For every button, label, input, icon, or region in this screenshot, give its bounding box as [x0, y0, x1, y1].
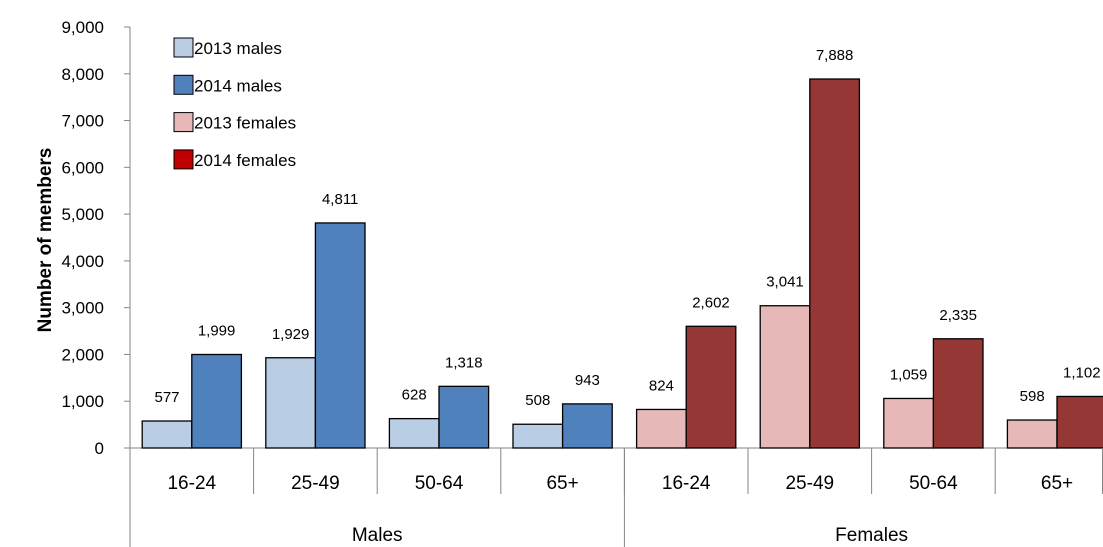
data-label: 508	[525, 392, 550, 409]
category-label: 50-64	[909, 473, 958, 494]
bar	[685, 325, 737, 449]
category-label: 65+	[546, 473, 578, 494]
y-tick-label: 9,000	[61, 18, 104, 37]
legend-label: 2014 females	[194, 151, 296, 170]
data-label: 1,102	[1063, 364, 1101, 381]
bar	[809, 78, 861, 449]
category-label: 50-64	[415, 473, 464, 494]
plot-area: 0 1,000 2,000 3,000 4,000 5,000 6,000 7,000 8,00…	[61, 18, 1103, 547]
bar	[1006, 419, 1058, 449]
bar	[314, 222, 366, 449]
legend-label: 2013 females	[194, 114, 296, 133]
data-label: 628	[402, 387, 427, 404]
bar	[932, 338, 984, 449]
data-label: 1,929	[272, 326, 310, 343]
category-label: 16-24	[662, 473, 711, 494]
data-label: 824	[649, 377, 674, 394]
y-tick-label: 0	[95, 439, 104, 458]
data-label: 7,888	[816, 47, 854, 64]
y-axis-label: Number of members	[35, 148, 56, 333]
data-label: 3,041	[766, 274, 804, 291]
data-label: 598	[1020, 388, 1045, 405]
legend-swatch	[173, 112, 194, 133]
bar	[141, 420, 193, 449]
category-label: 16-24	[167, 473, 216, 494]
data-label: 577	[154, 389, 179, 406]
bar	[635, 408, 687, 449]
bar	[191, 353, 243, 449]
group-label: Females	[835, 525, 908, 546]
bar	[561, 403, 613, 449]
data-label: 2,335	[939, 307, 977, 324]
y-tick-label: 6,000	[61, 158, 104, 177]
legend-label: 2014 males	[194, 76, 282, 95]
y-tick-label: 3,000	[61, 299, 104, 318]
category-label: 25-49	[291, 473, 340, 494]
legend-label: 2013 males	[194, 39, 282, 58]
category-label: 65+	[1041, 473, 1073, 494]
bar	[438, 385, 490, 449]
data-label: 1,999	[198, 322, 236, 339]
bar	[759, 305, 811, 449]
category-label: 25-49	[785, 473, 834, 494]
legend-swatch	[173, 74, 194, 95]
bar	[1056, 395, 1103, 449]
bar	[512, 423, 564, 449]
y-tick-label: 1,000	[61, 392, 104, 411]
legend-swatch	[173, 37, 194, 58]
y-tick-label: 8,000	[61, 65, 104, 84]
bar	[883, 397, 935, 449]
data-label: 4,811	[322, 191, 358, 208]
y-tick-label: 2,000	[61, 345, 104, 364]
data-label: 2,602	[692, 294, 730, 311]
bar	[388, 417, 440, 449]
group-label: Males	[352, 525, 403, 546]
y-tick-label: 4,000	[61, 252, 104, 271]
y-tick-label: 5,000	[61, 205, 104, 224]
data-label: 1,059	[890, 366, 928, 383]
legend-swatch	[173, 149, 194, 170]
legend: 2013 males 2014 males 2013 females 2014 fem…	[173, 37, 296, 170]
y-tick-label: 7,000	[61, 112, 104, 131]
data-label: 1,318	[445, 354, 483, 371]
data-label: 943	[575, 372, 600, 389]
bar	[265, 357, 317, 449]
